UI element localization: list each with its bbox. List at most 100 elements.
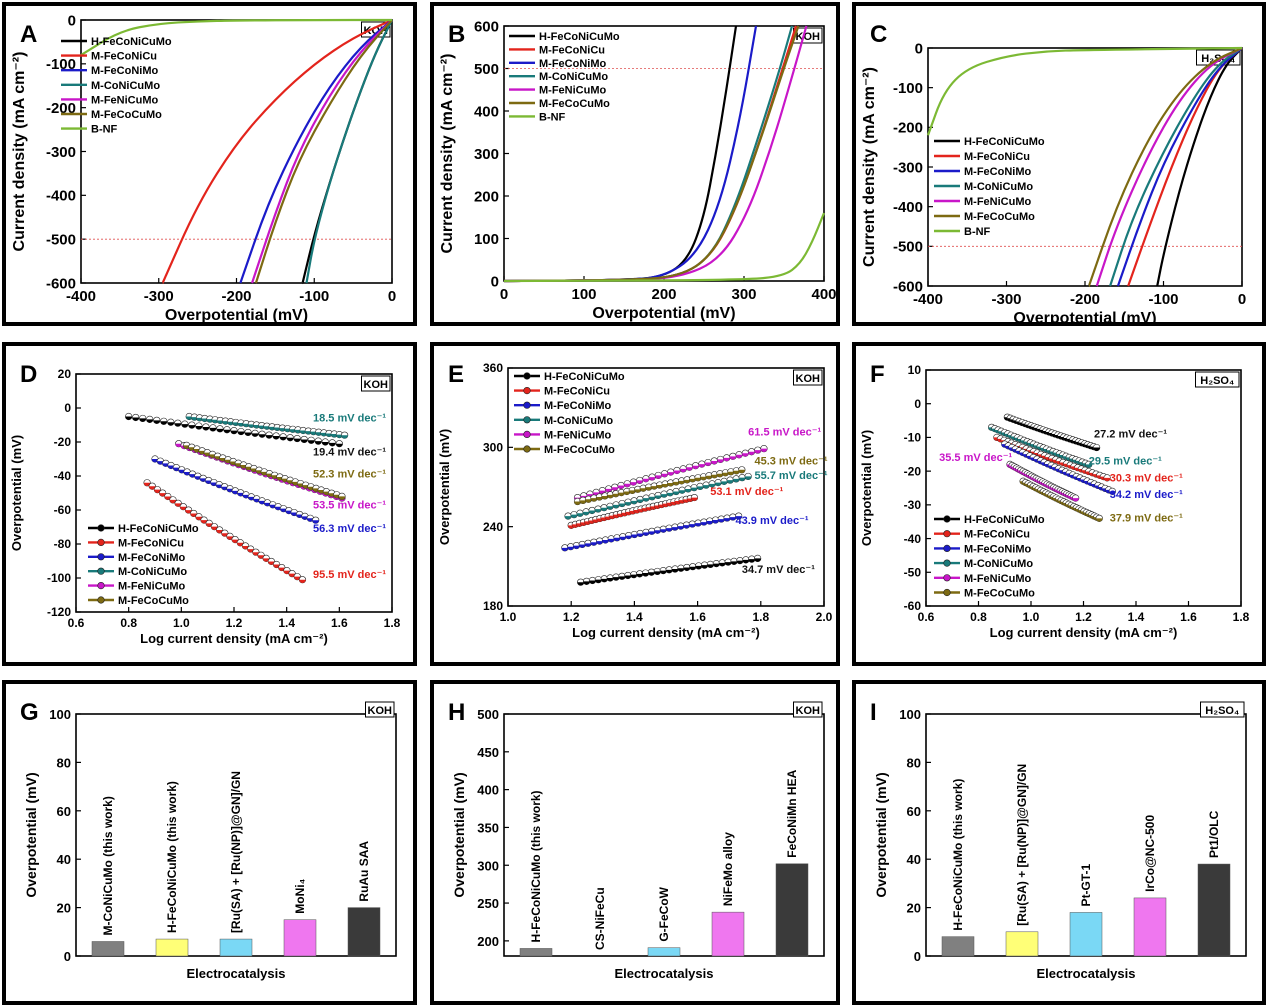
bar-category-label: CS-NiFeCu xyxy=(593,887,607,950)
data-point-fill xyxy=(583,581,590,585)
y-tick-label: -200 xyxy=(893,120,923,137)
data-point-fill xyxy=(584,543,592,547)
condition-tag: KOH xyxy=(796,31,821,43)
data-point-fill xyxy=(561,547,569,552)
legend-label: B-NF xyxy=(91,124,118,136)
data-point-fill xyxy=(600,507,608,511)
data-point-fill xyxy=(235,463,242,467)
slope-label: 56.3 mV dec⁻¹ xyxy=(313,523,386,535)
legend-marker xyxy=(943,574,951,582)
legend-marker xyxy=(523,401,531,409)
condition-tag: KOH xyxy=(796,373,821,385)
legend-label: M-FeCoCuMo xyxy=(91,109,162,121)
y-tick-label: -600 xyxy=(893,278,923,295)
panel-E: E KOH 1.0 1.2 1.4 1.6 1.8 2.0 180 240 300 360 Log cu… xyxy=(430,342,840,666)
legend-label: M-FeNiCuMo xyxy=(118,581,185,593)
data-point-fill xyxy=(258,500,266,505)
x-tick-label: -400 xyxy=(913,291,943,308)
data-point-fill xyxy=(665,569,673,574)
data-point-fill xyxy=(211,526,218,530)
panel-D: D KOH 0.6 0.8 1.0 1.2 1.4 1.6 1.8 -120 -100 -80 -60 -… xyxy=(2,342,417,666)
panel-letter: C xyxy=(870,21,887,48)
series-line xyxy=(250,19,393,284)
data-point-fill xyxy=(226,488,234,493)
data-point-fill xyxy=(683,525,690,529)
data-point-fill xyxy=(628,490,636,494)
data-point-fill xyxy=(736,560,744,564)
data-point-fill xyxy=(162,463,170,467)
legend-label: H-FeCoNiCuMo xyxy=(539,31,620,43)
y-tick-label: 300 xyxy=(483,441,503,455)
data-point-fill xyxy=(588,510,596,514)
slope-label: 43.9 mV dec⁻¹ xyxy=(736,515,809,527)
data-point-fill xyxy=(720,481,728,485)
panel-F: F H₂SO₄ 0.6 0.8 1.0 1.2 1.4 1.6 1.8 -60 -50 -40 -30 -… xyxy=(852,342,1266,666)
data-point-fill xyxy=(216,529,223,534)
data-point-fill xyxy=(618,576,626,580)
data-point-fill xyxy=(221,533,229,537)
condition-tag: H₂SO₄ xyxy=(1200,375,1234,387)
data-point-fill xyxy=(655,475,662,479)
legend-marker xyxy=(97,553,105,561)
data-point-fill xyxy=(710,460,718,465)
panel-B: B KOH 0 100 200 300 400 0 100 200 300 400 500 600 Over… xyxy=(430,2,840,326)
legend-label: B-NF xyxy=(964,226,991,238)
y-tick-label: -300 xyxy=(893,159,923,176)
series-line xyxy=(80,18,392,57)
chart-B: B KOH 0 100 200 300 400 0 100 200 300 400 500 600 Over… xyxy=(439,18,836,322)
y-tick-label: -100 xyxy=(893,80,923,97)
data-point-fill xyxy=(255,470,263,474)
data-point-fill xyxy=(242,494,250,499)
data-point-fill xyxy=(167,465,175,469)
data-point-fill xyxy=(706,521,714,525)
data-point-fill xyxy=(742,559,750,564)
y-tick-label: 80 xyxy=(907,755,921,770)
data-point-fill xyxy=(286,480,294,484)
series-line xyxy=(1156,47,1243,287)
data-point-fill xyxy=(293,438,301,442)
data-point-fill xyxy=(174,503,182,507)
data-point-fill xyxy=(723,518,731,522)
legend-label: H-FeCoNiCuMo xyxy=(964,514,1045,526)
data-point-fill xyxy=(274,506,282,511)
x-tick-label: 400 xyxy=(811,286,836,303)
condition-tag: KOH xyxy=(364,379,389,391)
legend-label: M-FeNiCuMo xyxy=(544,429,611,441)
data-point-fill xyxy=(650,486,658,490)
data-point-fill xyxy=(266,473,273,477)
data-point-fill xyxy=(302,485,310,489)
panel-letter: B xyxy=(448,21,465,48)
data-point-fill xyxy=(285,510,293,514)
bar xyxy=(283,919,317,957)
data-point-fill xyxy=(307,486,315,491)
legend-marker xyxy=(523,416,531,424)
series-line xyxy=(161,18,393,284)
data-point-fill xyxy=(623,491,631,495)
panel-letter: D xyxy=(20,361,37,388)
data-point-fill xyxy=(701,565,708,569)
legend-marker xyxy=(523,430,531,438)
legend-marker xyxy=(97,582,105,590)
data-point-fill xyxy=(665,528,673,532)
data-point-fill xyxy=(717,459,724,463)
data-point-fill xyxy=(689,478,696,483)
data-point-fill xyxy=(636,533,644,537)
data-point-fill xyxy=(642,532,650,536)
data-point-fill xyxy=(180,506,187,511)
x-tick-label: 0 xyxy=(500,286,508,303)
data-point-fill xyxy=(223,429,231,434)
data-point-fill xyxy=(689,524,696,528)
data-point-fill xyxy=(199,478,207,482)
bar xyxy=(1005,931,1039,957)
data-point-fill xyxy=(260,471,268,476)
y-tick-label: -200 xyxy=(46,100,76,117)
condition-tag-box xyxy=(793,369,823,386)
x-tick-label: 1.6 xyxy=(689,610,706,624)
data-point-fill xyxy=(744,476,752,480)
data-point-fill xyxy=(661,483,669,488)
y-tick-label: 300 xyxy=(477,858,499,873)
data-point-fill xyxy=(654,571,661,575)
y-tick-label: -20 xyxy=(54,435,72,449)
data-point-fill xyxy=(618,503,626,507)
data-point-fill xyxy=(679,468,687,473)
